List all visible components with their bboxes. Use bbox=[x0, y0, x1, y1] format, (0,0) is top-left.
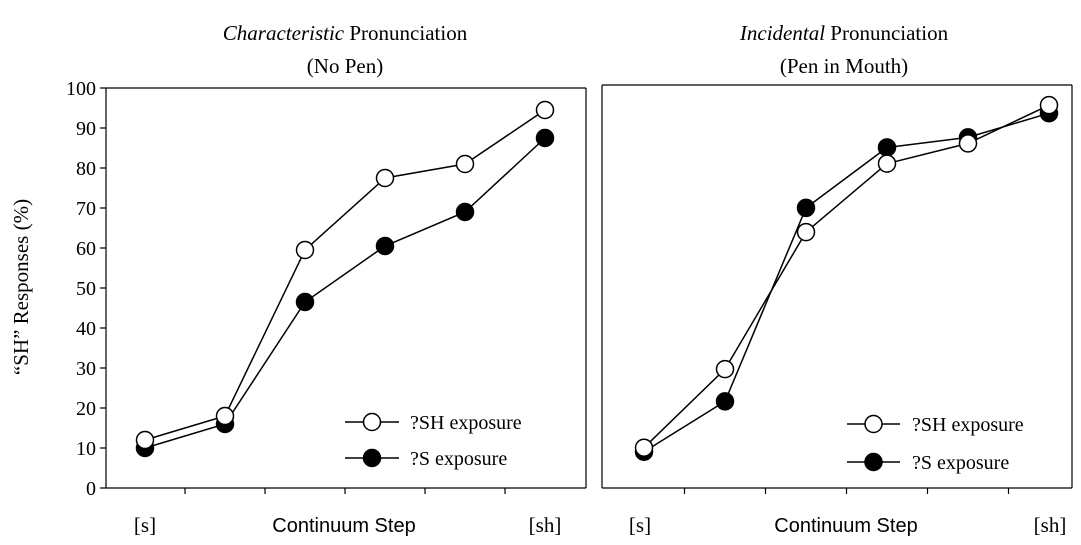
series-layer bbox=[135, 95, 1059, 461]
left-point-sh bbox=[135, 430, 155, 450]
left-series-line-sh bbox=[144, 109, 546, 441]
left-series-line-s bbox=[144, 137, 546, 449]
right-point-sh bbox=[715, 359, 735, 379]
y-axis-label: “SH” Responses (%) bbox=[9, 199, 33, 375]
right-point-sh bbox=[634, 438, 654, 457]
left-x-end-label: [sh] bbox=[529, 513, 562, 537]
right-series-line-sh bbox=[643, 104, 1050, 449]
right-point-sh bbox=[796, 222, 816, 242]
left-y-tick-label: 20 bbox=[76, 398, 96, 420]
right-series-line-s bbox=[643, 112, 1050, 453]
left-point-sh bbox=[535, 100, 555, 120]
tick-layer: 0 10 20 30 40 50 60 70 80 90 100 bbox=[66, 78, 1010, 500]
right-legend-marker bbox=[864, 414, 883, 434]
right-chart-title: Incidental Pronunciation bbox=[739, 21, 949, 45]
right-point-s bbox=[715, 392, 735, 411]
right-legend-label: ?SH exposure bbox=[912, 414, 1024, 436]
left-point-sh bbox=[215, 406, 235, 426]
left-legend-label: ?SH exposure bbox=[410, 412, 522, 434]
left-x-start-label: [s] bbox=[134, 513, 156, 537]
left-point-s bbox=[535, 128, 555, 148]
left-y-tick-label: 40 bbox=[76, 318, 96, 340]
left-y-tick-label: 30 bbox=[76, 358, 96, 380]
left-point-s bbox=[455, 202, 475, 222]
right-chart-subtitle: (Pen in Mouth) bbox=[780, 54, 908, 78]
left-point-sh bbox=[295, 240, 315, 260]
left-y-tick-label: 70 bbox=[76, 198, 96, 220]
right-x-end-label: [sh] bbox=[1034, 513, 1067, 537]
left-point-sh bbox=[455, 154, 475, 174]
right-plot-frame bbox=[601, 84, 1073, 489]
left-y-tick-label: 80 bbox=[76, 158, 96, 180]
left-plot-frame bbox=[105, 87, 587, 489]
right-legend-label: ?S exposure bbox=[912, 452, 1009, 474]
left-legend-marker bbox=[362, 448, 382, 468]
right-point-s bbox=[877, 138, 897, 157]
right-point-s bbox=[796, 198, 816, 218]
left-point-s bbox=[375, 236, 395, 256]
left-y-tick-label: 90 bbox=[76, 118, 96, 140]
left-y-tick-label: 50 bbox=[76, 278, 96, 300]
right-point-sh bbox=[1039, 95, 1059, 115]
left-point-sh bbox=[375, 168, 395, 188]
left-point-s bbox=[295, 292, 315, 312]
left-y-tick-label: 60 bbox=[76, 238, 96, 260]
left-y-tick-label: 100 bbox=[66, 78, 96, 100]
left-x-axis-label: Continuum Step bbox=[272, 515, 415, 537]
left-y-tick-label: 10 bbox=[76, 438, 96, 460]
legend-layer: ?SH exposure ?S exposure ?SH exposure ?S ex… bbox=[345, 412, 1024, 474]
left-y-tick-label: 0 bbox=[86, 478, 96, 500]
right-point-sh bbox=[958, 134, 978, 153]
left-chart-subtitle: (No Pen) bbox=[307, 54, 383, 78]
right-x-axis-label: Continuum Step bbox=[774, 515, 917, 537]
right-legend-marker bbox=[864, 452, 883, 472]
left-legend-label: ?S exposure bbox=[410, 448, 507, 470]
left-chart-title: Characteristic Pronunciation bbox=[223, 21, 468, 45]
left-legend-marker bbox=[362, 412, 382, 432]
right-x-start-label: [s] bbox=[629, 513, 651, 537]
right-point-sh bbox=[877, 154, 897, 173]
